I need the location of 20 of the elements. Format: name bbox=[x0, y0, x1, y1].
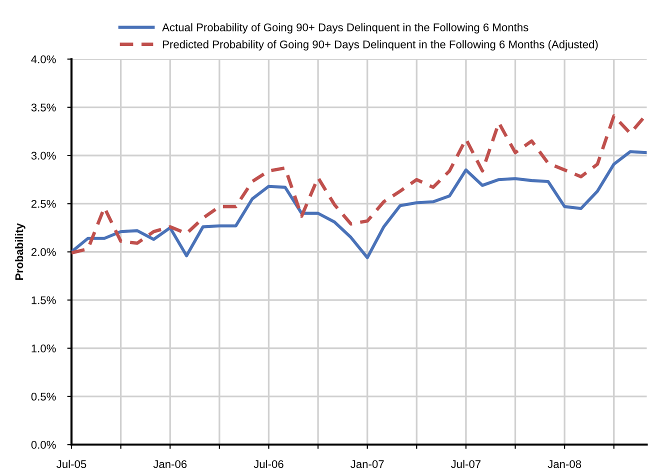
y-axis-title: Probability bbox=[14, 223, 26, 280]
line-series bbox=[72, 112, 647, 255]
legend-label: Actual Probability of Going 90+ Days Delinquent in the Following 6 Months bbox=[162, 23, 528, 34]
y-tick-label: 3.5% bbox=[31, 104, 56, 112]
y-tick-label: 1.0% bbox=[32, 344, 56, 352]
x-tick-label: Jan-08 bbox=[548, 460, 582, 468]
y-tick-label: 0.0% bbox=[31, 440, 56, 449]
x-tick-label: Jan-07 bbox=[350, 460, 384, 468]
y-tick-label: 3.0% bbox=[31, 152, 56, 160]
y-tick-label: 2.5% bbox=[31, 200, 56, 208]
legend-label: Predicted Probability of Going 90+ Days Delinquent in the Following 6 Months (Adjusted) bbox=[162, 40, 598, 51]
y-tick-label: 0.5% bbox=[31, 392, 56, 401]
x-tick-label: Jul-07 bbox=[451, 460, 481, 468]
line-series bbox=[72, 150, 647, 260]
x-tick-label: Jul-05 bbox=[56, 460, 86, 468]
x-tick-label: Jul-06 bbox=[254, 460, 284, 468]
y-tick-label: 2.0% bbox=[31, 248, 56, 256]
y-tick-label: 1.5% bbox=[32, 296, 56, 304]
y-tick-label: 4.0% bbox=[31, 55, 56, 64]
x-tick-label: Jan-06 bbox=[153, 460, 187, 468]
